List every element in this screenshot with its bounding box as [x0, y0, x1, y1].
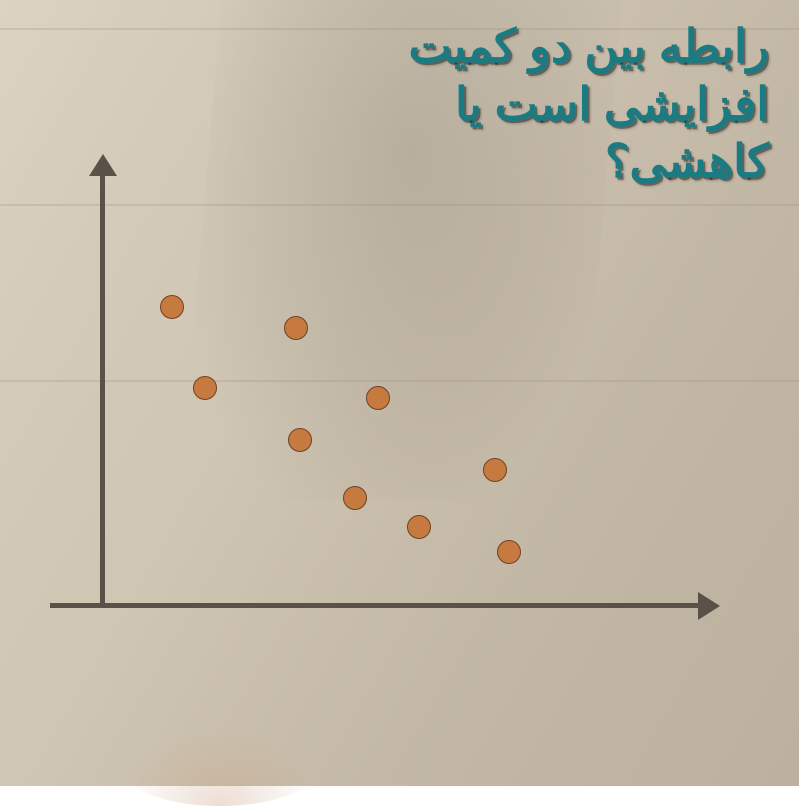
scatter-point: [407, 515, 431, 539]
scatter-point: [483, 458, 507, 482]
ruled-line: [0, 204, 799, 206]
title-line-2: افزایشی است یا: [409, 76, 769, 134]
scatter-point: [497, 540, 521, 564]
scatter-point: [193, 376, 217, 400]
y-axis: [100, 168, 105, 603]
thumb-shadow: [120, 726, 320, 806]
title-line-3: کاهشی؟: [409, 133, 769, 191]
question-title: رابطه بین دو کمیت افزایشی است یا کاهشی؟: [409, 18, 769, 191]
scatter-point: [343, 486, 367, 510]
x-axis: [50, 603, 700, 608]
ruled-line: [0, 380, 799, 382]
scatter-point: [284, 316, 308, 340]
scatter-point: [160, 295, 184, 319]
scatter-point: [288, 428, 312, 452]
x-axis-arrow-icon: [698, 592, 720, 620]
y-axis-arrow-icon: [89, 154, 117, 176]
scatter-point: [366, 386, 390, 410]
title-line-1: رابطه بین دو کمیت: [409, 18, 769, 76]
